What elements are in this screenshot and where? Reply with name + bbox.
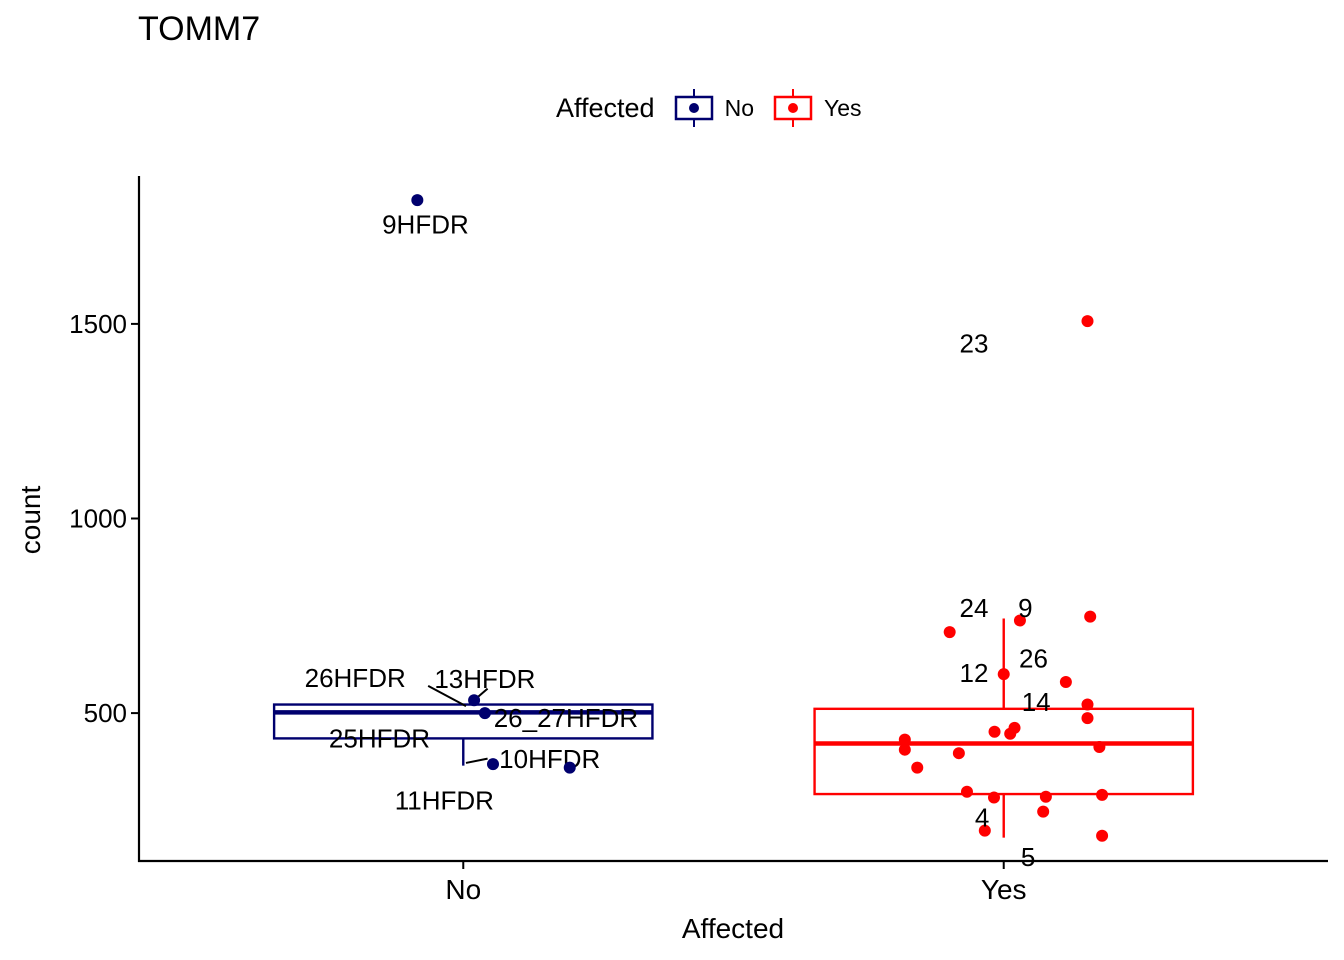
point-label: 23 [960, 328, 989, 358]
data-point [563, 761, 576, 774]
point-label: 5 [1021, 842, 1035, 872]
point-label: 26HFDR [305, 663, 406, 693]
data-point [1084, 610, 1097, 623]
chart-title: TOMM7 [138, 10, 261, 48]
x-tick-label: No [445, 874, 481, 905]
legend-key-no [674, 89, 713, 127]
legend-label-no: No [724, 94, 754, 121]
point-label: 9 [1018, 593, 1032, 623]
data-point [1039, 790, 1052, 803]
data-point [486, 758, 499, 771]
data-point [1081, 712, 1094, 725]
data-point [943, 626, 956, 639]
plot-area: 9HFDR 13HFDR 26_27HFDR 10HFDR 26HFDR 25HFDR 11… [272, 194, 1195, 872]
y-tick-label: 1500 [69, 309, 127, 339]
point-label: 10HFDR [499, 744, 600, 774]
y-tick-label: 1000 [69, 504, 127, 534]
data-point [1013, 614, 1026, 627]
data-point [988, 725, 1001, 738]
data-point [411, 194, 424, 207]
x-tick-label: Yes [981, 874, 1027, 905]
point-label: 11HFDR [395, 786, 494, 816]
label-connector [427, 684, 467, 707]
data-point [1037, 805, 1050, 818]
point-label: 12 [960, 658, 989, 688]
point-label: 14 [1022, 687, 1051, 717]
label-connector [465, 757, 488, 764]
legend-label-yes: Yes [823, 94, 862, 121]
data-point [898, 743, 911, 756]
data-point [960, 785, 973, 798]
data-point [997, 668, 1010, 681]
point-label: 4 [975, 802, 989, 832]
point-label: 24 [960, 593, 989, 623]
data-point [1081, 315, 1094, 328]
data-point [987, 791, 1000, 804]
box-iqr [813, 707, 1195, 796]
legend: Affected No Yes [556, 88, 862, 128]
point-label: 25HFDR [329, 723, 430, 753]
data-point [1096, 829, 1109, 842]
point-label: 26_27HFDR [494, 703, 639, 733]
axes: 500 1000 1500 No Yes [69, 309, 1026, 905]
data-point [911, 761, 924, 774]
data-point [1093, 740, 1106, 753]
data-point [952, 747, 965, 760]
x-axis-label: Affected [682, 913, 784, 944]
data-point [1059, 675, 1072, 688]
y-axis-label: count [15, 486, 46, 555]
data-point [1004, 727, 1017, 740]
data-point [478, 707, 491, 720]
legend-title: Affected [556, 92, 655, 123]
y-tick-label: 500 [84, 698, 127, 728]
data-point [898, 733, 911, 746]
point-label: 26 [1019, 644, 1048, 674]
point-label: 13HFDR [434, 664, 535, 694]
data-point [1096, 788, 1109, 801]
data-point [1081, 698, 1094, 711]
data-point [978, 824, 991, 837]
point-label: 9HFDR [382, 210, 469, 240]
legend-key-yes [773, 89, 813, 127]
data-point [468, 694, 481, 707]
